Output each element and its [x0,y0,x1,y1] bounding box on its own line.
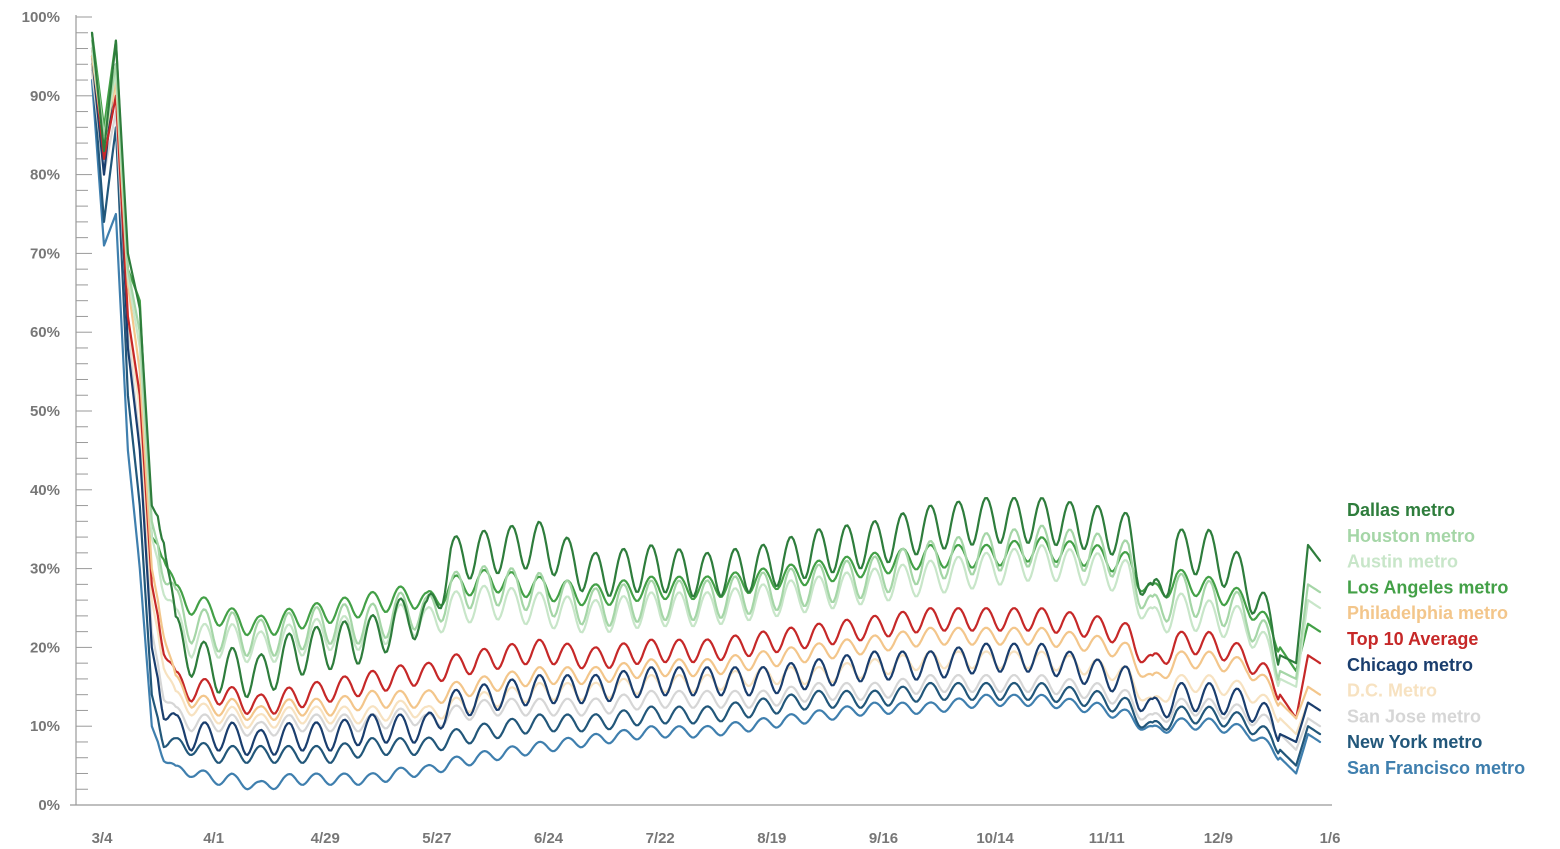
x-tick-label: 1/6 [1320,830,1341,847]
series-line-d-c-metro [90,63,1322,736]
x-tick-label: 12/9 [1204,830,1233,847]
series-line-houston-metro [90,39,1322,681]
x-tick-label: 7/22 [646,830,675,847]
x-tick-label: 3/4 [92,830,114,847]
y-tick-label: 20% [30,639,60,656]
legend-item-los-angeles-metro: Los Angeles metro [1347,577,1508,597]
legend-item-dallas-metro: Dallas metro [1347,500,1455,520]
legend: Dallas metro Houston metro Austin metro Los… [1347,500,1525,778]
y-tick-label: 100% [22,9,60,26]
series-line-san-jose-metro [90,71,1322,751]
legend-item-houston-metro: Houston metro [1347,526,1475,546]
y-tick-label: 30% [30,561,60,578]
series-line-austin-metro [90,47,1322,688]
series-line-san-francisco-metro [90,78,1322,791]
legend-item-san-jose-metro: San Jose metro [1347,706,1481,726]
y-tick-label: 80% [30,167,60,184]
y-tick-label: 0% [38,797,60,814]
legend-item-d-c-metro: D.C. Metro [1347,681,1437,701]
x-tick-label: 9/16 [869,830,898,847]
x-tick-label: 4/29 [311,830,340,847]
x-tick-label: 6/24 [534,830,564,847]
series-lines [90,31,1322,791]
x-tick-label: 4/1 [203,830,224,847]
y-tick-label: 40% [30,482,60,499]
legend-item-philadelphia-metro: Philadelphia metro [1347,603,1508,623]
y-tick-label: 50% [30,403,60,420]
legend-item-austin-metro: Austin metro [1347,552,1458,572]
y-tick-label: 10% [30,718,60,735]
series-line-philadelphia-metro [90,55,1322,722]
y-tick-label: 90% [30,88,60,105]
x-axis: 3/4 4/1 4/29 5/27 6/24 7/22 8/19 9/16 10/14 11/11… [70,804,1341,847]
series-line-new-york-metro [90,63,1322,767]
series-line-top-10-average [90,47,1322,720]
x-tick-label: 5/27 [422,830,451,847]
y-tick-label: 70% [30,245,60,262]
series-line-chicago-metro [90,55,1322,757]
legend-item-new-york-metro: New York metro [1347,732,1482,752]
legend-item-chicago-metro: Chicago metro [1347,655,1473,675]
y-axis: 0% 10% 20% 30% 40% 50% 60% 70% 80% 90% 100% [22,9,92,814]
x-tick-label: 8/19 [757,830,786,847]
legend-item-san-francisco-metro: San Francisco metro [1347,758,1525,778]
x-tick-label: 10/14 [976,830,1014,847]
legend-item-top-10-average: Top 10 Average [1347,629,1478,649]
y-tick-label: 60% [30,324,60,341]
x-tick-label: 11/11 [1089,830,1125,847]
series-line-dallas-metro [90,31,1322,699]
